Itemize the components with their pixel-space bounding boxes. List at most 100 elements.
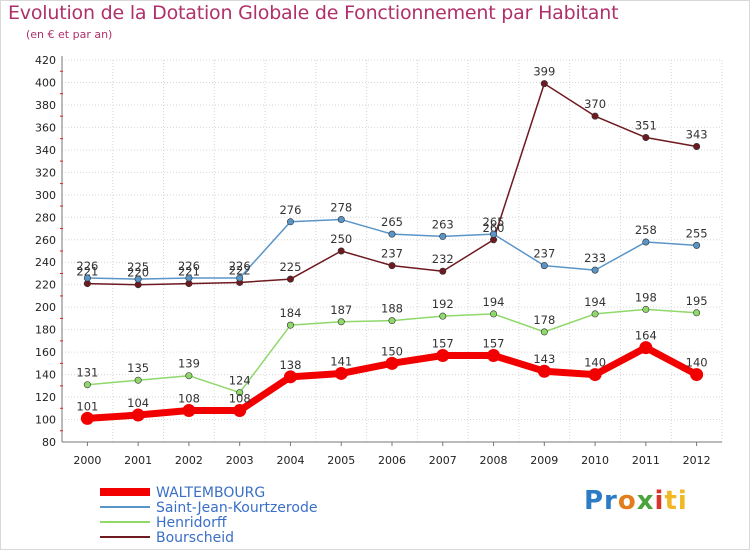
- x-tick-label-2006: 2006: [378, 454, 406, 467]
- y-tick-label-380: 380: [35, 99, 56, 112]
- data-label-henridorff-2001: 135: [127, 361, 149, 375]
- point-henridorff-2007: [439, 312, 447, 320]
- data-label-saint-jean-kourtzerode-2000: 226: [76, 259, 98, 273]
- data-label-saint-jean-kourtzerode-2012: 255: [686, 226, 708, 240]
- y-tick-label-260: 260: [35, 234, 56, 247]
- point-saint-jean-kourtzerode-2002: [185, 274, 193, 282]
- data-label-waltembourg-2010: 140: [584, 356, 606, 370]
- point-bourscheid-2010: [591, 112, 599, 120]
- legend-label-waltembourg: WALTEMBOURG: [156, 485, 265, 501]
- x-tick-label-2008: 2008: [480, 454, 508, 467]
- x-tick-label-2005: 2005: [327, 454, 355, 467]
- y-tick-label-160: 160: [35, 346, 56, 359]
- point-waltembourg-2007: [436, 348, 450, 362]
- y-tick-label-180: 180: [35, 324, 56, 337]
- data-label-bourscheid-2001: 220: [127, 266, 149, 280]
- y-tick-label-280: 280: [35, 211, 56, 224]
- data-label-bourscheid-2009: 399: [533, 65, 555, 79]
- point-henridorff-2010: [591, 310, 599, 318]
- data-label-bourscheid-2011: 351: [635, 119, 657, 133]
- data-label-bourscheid-2012: 343: [686, 128, 708, 142]
- data-label-henridorff-2010: 194: [584, 295, 606, 309]
- data-label-saint-jean-kourtzerode-2003: 226: [229, 259, 251, 273]
- point-henridorff-2003: [236, 389, 244, 397]
- chart-title: Evolution de la Dotation Globale de Fonc…: [8, 2, 619, 24]
- data-label-henridorff-2003: 124: [229, 374, 251, 388]
- x-tick-label-2000: 2000: [73, 454, 101, 467]
- point-saint-jean-kourtzerode-2011: [642, 238, 650, 246]
- x-tick-label-2004: 2004: [276, 454, 304, 467]
- data-label-saint-jean-kourtzerode-2011: 258: [635, 223, 657, 237]
- data-label-bourscheid-2002: 221: [178, 265, 200, 279]
- point-waltembourg-2008: [487, 348, 501, 362]
- point-waltembourg-2009: [537, 364, 551, 378]
- data-label-waltembourg-2006: 150: [381, 344, 403, 358]
- data-label-saint-jean-kourtzerode-2007: 263: [432, 217, 454, 231]
- y-tick-label-100: 100: [35, 414, 56, 427]
- data-label-waltembourg-2002: 108: [178, 392, 200, 406]
- point-henridorff-2006: [388, 317, 396, 325]
- point-bourscheid-2004: [286, 275, 294, 283]
- data-label-henridorff-2011: 198: [635, 290, 657, 304]
- data-label-henridorff-2002: 139: [178, 357, 200, 371]
- point-henridorff-2001: [134, 376, 142, 384]
- point-saint-jean-kourtzerode-2006: [388, 230, 396, 238]
- data-label-saint-jean-kourtzerode-2004: 276: [279, 203, 301, 217]
- point-henridorff-2000: [83, 381, 91, 389]
- x-tick-label-2009: 2009: [530, 454, 558, 467]
- y-tick-label-220: 220: [35, 279, 56, 292]
- logo-letters-4: i: [654, 486, 665, 516]
- data-label-waltembourg-2003: 108: [229, 392, 251, 406]
- x-tick-label-2003: 2003: [226, 454, 254, 467]
- point-saint-jean-kourtzerode-2005: [337, 216, 345, 224]
- data-label-waltembourg-2004: 138: [279, 358, 301, 372]
- y-tick-label-360: 360: [35, 121, 56, 134]
- logo-letters-1: Pr: [584, 486, 618, 516]
- legend-label-bourscheid: Bourscheid: [156, 530, 234, 546]
- point-waltembourg-2003: [233, 404, 247, 418]
- point-waltembourg-2004: [283, 370, 297, 384]
- point-saint-jean-kourtzerode-2012: [693, 241, 701, 249]
- y-tick-label-320: 320: [35, 166, 56, 179]
- point-henridorff-2011: [642, 305, 650, 313]
- legend-label-saint-jean-kourtzerode: Saint-Jean-Kourtzerode: [156, 500, 317, 516]
- data-label-bourscheid-2008: 260: [483, 221, 505, 235]
- point-bourscheid-2012: [693, 143, 701, 151]
- x-tick-label-2012: 2012: [683, 454, 711, 467]
- x-tick-label-2010: 2010: [581, 454, 609, 467]
- data-label-bourscheid-2006: 237: [381, 247, 403, 261]
- point-henridorff-2005: [337, 318, 345, 326]
- chart-subtitle: (en € et par an): [26, 28, 113, 41]
- data-label-waltembourg-2007: 157: [432, 336, 454, 350]
- point-saint-jean-kourtzerode-2008: [490, 230, 498, 238]
- x-tick-label-2011: 2011: [632, 454, 660, 467]
- data-label-henridorff-2007: 192: [432, 297, 454, 311]
- data-label-waltembourg-2008: 157: [483, 336, 505, 350]
- point-waltembourg-2010: [588, 368, 602, 382]
- data-label-saint-jean-kourtzerode-2002: 226: [178, 259, 200, 273]
- data-label-saint-jean-kourtzerode-2005: 278: [330, 201, 352, 215]
- data-label-saint-jean-kourtzerode-2008: 265: [483, 215, 505, 229]
- y-tick-label-200: 200: [35, 301, 56, 314]
- data-label-saint-jean-kourtzerode-2001: 225: [127, 260, 149, 274]
- y-tick-label-300: 300: [35, 189, 56, 202]
- y-tick-label-340: 340: [35, 144, 56, 157]
- data-label-bourscheid-2010: 370: [584, 97, 606, 111]
- point-saint-jean-kourtzerode-2009: [540, 262, 548, 270]
- point-saint-jean-kourtzerode-2000: [83, 274, 91, 282]
- proxiti-logo: Proxiti: [584, 486, 688, 516]
- data-label-henridorff-2006: 188: [381, 302, 403, 316]
- point-saint-jean-kourtzerode-2010: [591, 266, 599, 274]
- data-label-bourscheid-2000: 221: [76, 265, 98, 279]
- point-bourscheid-2011: [642, 134, 650, 142]
- data-label-bourscheid-2003: 222: [229, 263, 251, 277]
- point-henridorff-2008: [490, 310, 498, 318]
- y-tick-label-120: 120: [35, 391, 56, 404]
- data-label-henridorff-2000: 131: [76, 366, 98, 380]
- y-tick-label-140: 140: [35, 369, 56, 382]
- logo-letters-3: x: [636, 486, 655, 516]
- logo-letters-2: o: [617, 486, 637, 516]
- data-label-waltembourg-2012: 140: [686, 356, 708, 370]
- logo-letters-5: ti: [664, 486, 688, 516]
